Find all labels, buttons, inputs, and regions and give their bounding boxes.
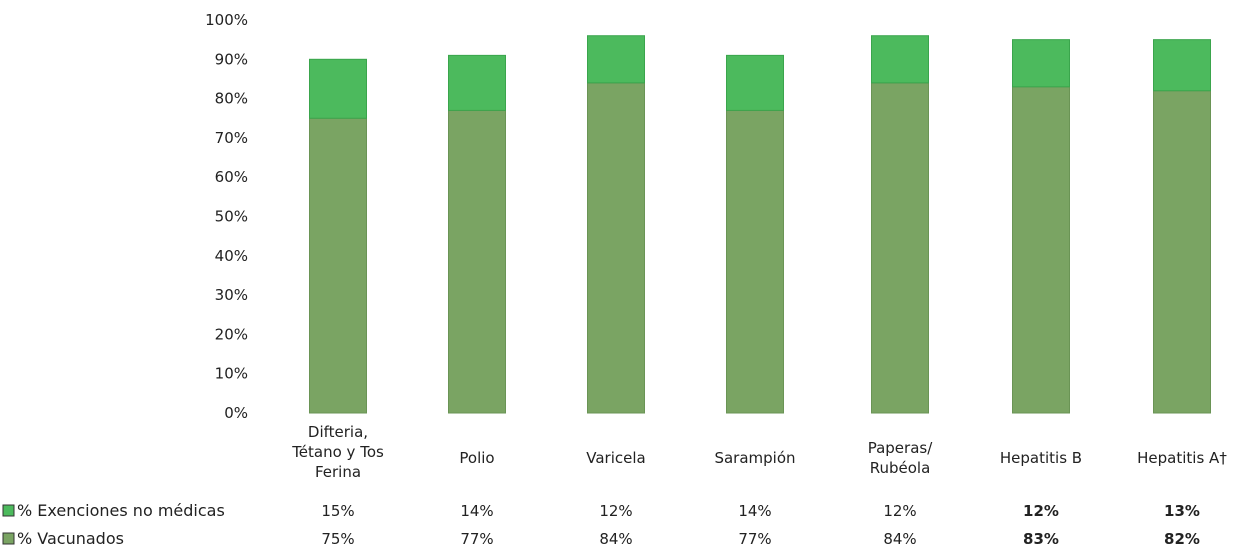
bar-segment-exemptions <box>1153 39 1211 92</box>
table-value-vaccinated: 84% <box>883 530 916 548</box>
bar-segment-exemptions <box>309 58 367 119</box>
table-value-exemptions: 12% <box>1023 502 1059 520</box>
y-tick-label: 90% <box>215 50 248 68</box>
table-value-exemptions: 15% <box>321 502 354 520</box>
legend-label-exemptions: % Exenciones no médicas <box>17 501 225 520</box>
category-label: Sarampión <box>714 449 795 467</box>
category-label: Difteria, Tétano y Tos Ferina <box>291 423 384 481</box>
data-table: % Exenciones no médicas 15% 14% 12% 14% 12% 12… <box>2 501 1200 548</box>
bar-segment-vaccinated <box>1153 90 1211 414</box>
legend-label-vaccinated: % Vacunados <box>17 529 124 548</box>
bar-segment-vaccinated <box>309 117 367 414</box>
table-value-vaccinated: 77% <box>460 530 493 548</box>
table-value-vaccinated: 82% <box>1164 530 1200 548</box>
y-tick-label: 80% <box>215 90 248 108</box>
y-tick-label: 70% <box>215 129 248 147</box>
y-tick-label: 60% <box>215 168 248 186</box>
bars <box>309 35 1211 414</box>
bar-segment-exemptions <box>448 54 506 111</box>
category-label: Paperas/Rubéola <box>868 439 933 477</box>
bar-segment-vaccinated <box>587 82 645 414</box>
y-tick-label: 20% <box>215 325 248 343</box>
y-tick-label: 30% <box>215 286 248 304</box>
bar-segment-exemptions <box>1012 39 1070 88</box>
y-tick-label: 40% <box>215 247 248 265</box>
table-value-exemptions: 12% <box>599 502 632 520</box>
bar-segment-exemptions <box>726 54 784 111</box>
table-value-vaccinated: 83% <box>1023 530 1059 548</box>
table-value-exemptions: 14% <box>738 502 771 520</box>
table-value-vaccinated: 84% <box>599 530 632 548</box>
table-value-exemptions: 14% <box>460 502 493 520</box>
bar-segment-vaccinated <box>871 82 929 414</box>
category-label: Varicela <box>586 449 645 467</box>
category-label: Hepatitis B <box>1000 449 1082 467</box>
table-value-exemptions: 12% <box>883 502 916 520</box>
y-tick-label: 50% <box>215 208 248 226</box>
bar-segment-exemptions <box>871 35 929 84</box>
y-tick-label: 100% <box>205 11 248 29</box>
table-value-vaccinated: 75% <box>321 530 354 548</box>
category-labels: Difteria, Tétano y Tos Ferina Polio Varicela… <box>291 423 1227 481</box>
bar-segment-vaccinated <box>1012 86 1070 414</box>
legend-swatch-vaccinated <box>2 532 15 545</box>
category-label: Hepatitis A† <box>1137 449 1227 467</box>
table-value-vaccinated: 77% <box>738 530 771 548</box>
bar-segment-vaccinated <box>448 109 506 414</box>
table-value-exemptions: 13% <box>1164 502 1200 520</box>
y-axis: 0% 10% 20% 30% 40% 50% 60% 70% 80% 90% 100% <box>205 11 248 422</box>
category-label: Polio <box>459 449 494 467</box>
y-tick-label: 10% <box>215 365 248 383</box>
legend-swatch-exemptions <box>2 504 15 517</box>
bar-segment-vaccinated <box>726 109 784 414</box>
y-tick-label: 0% <box>224 404 248 422</box>
bar-segment-exemptions <box>587 35 645 84</box>
